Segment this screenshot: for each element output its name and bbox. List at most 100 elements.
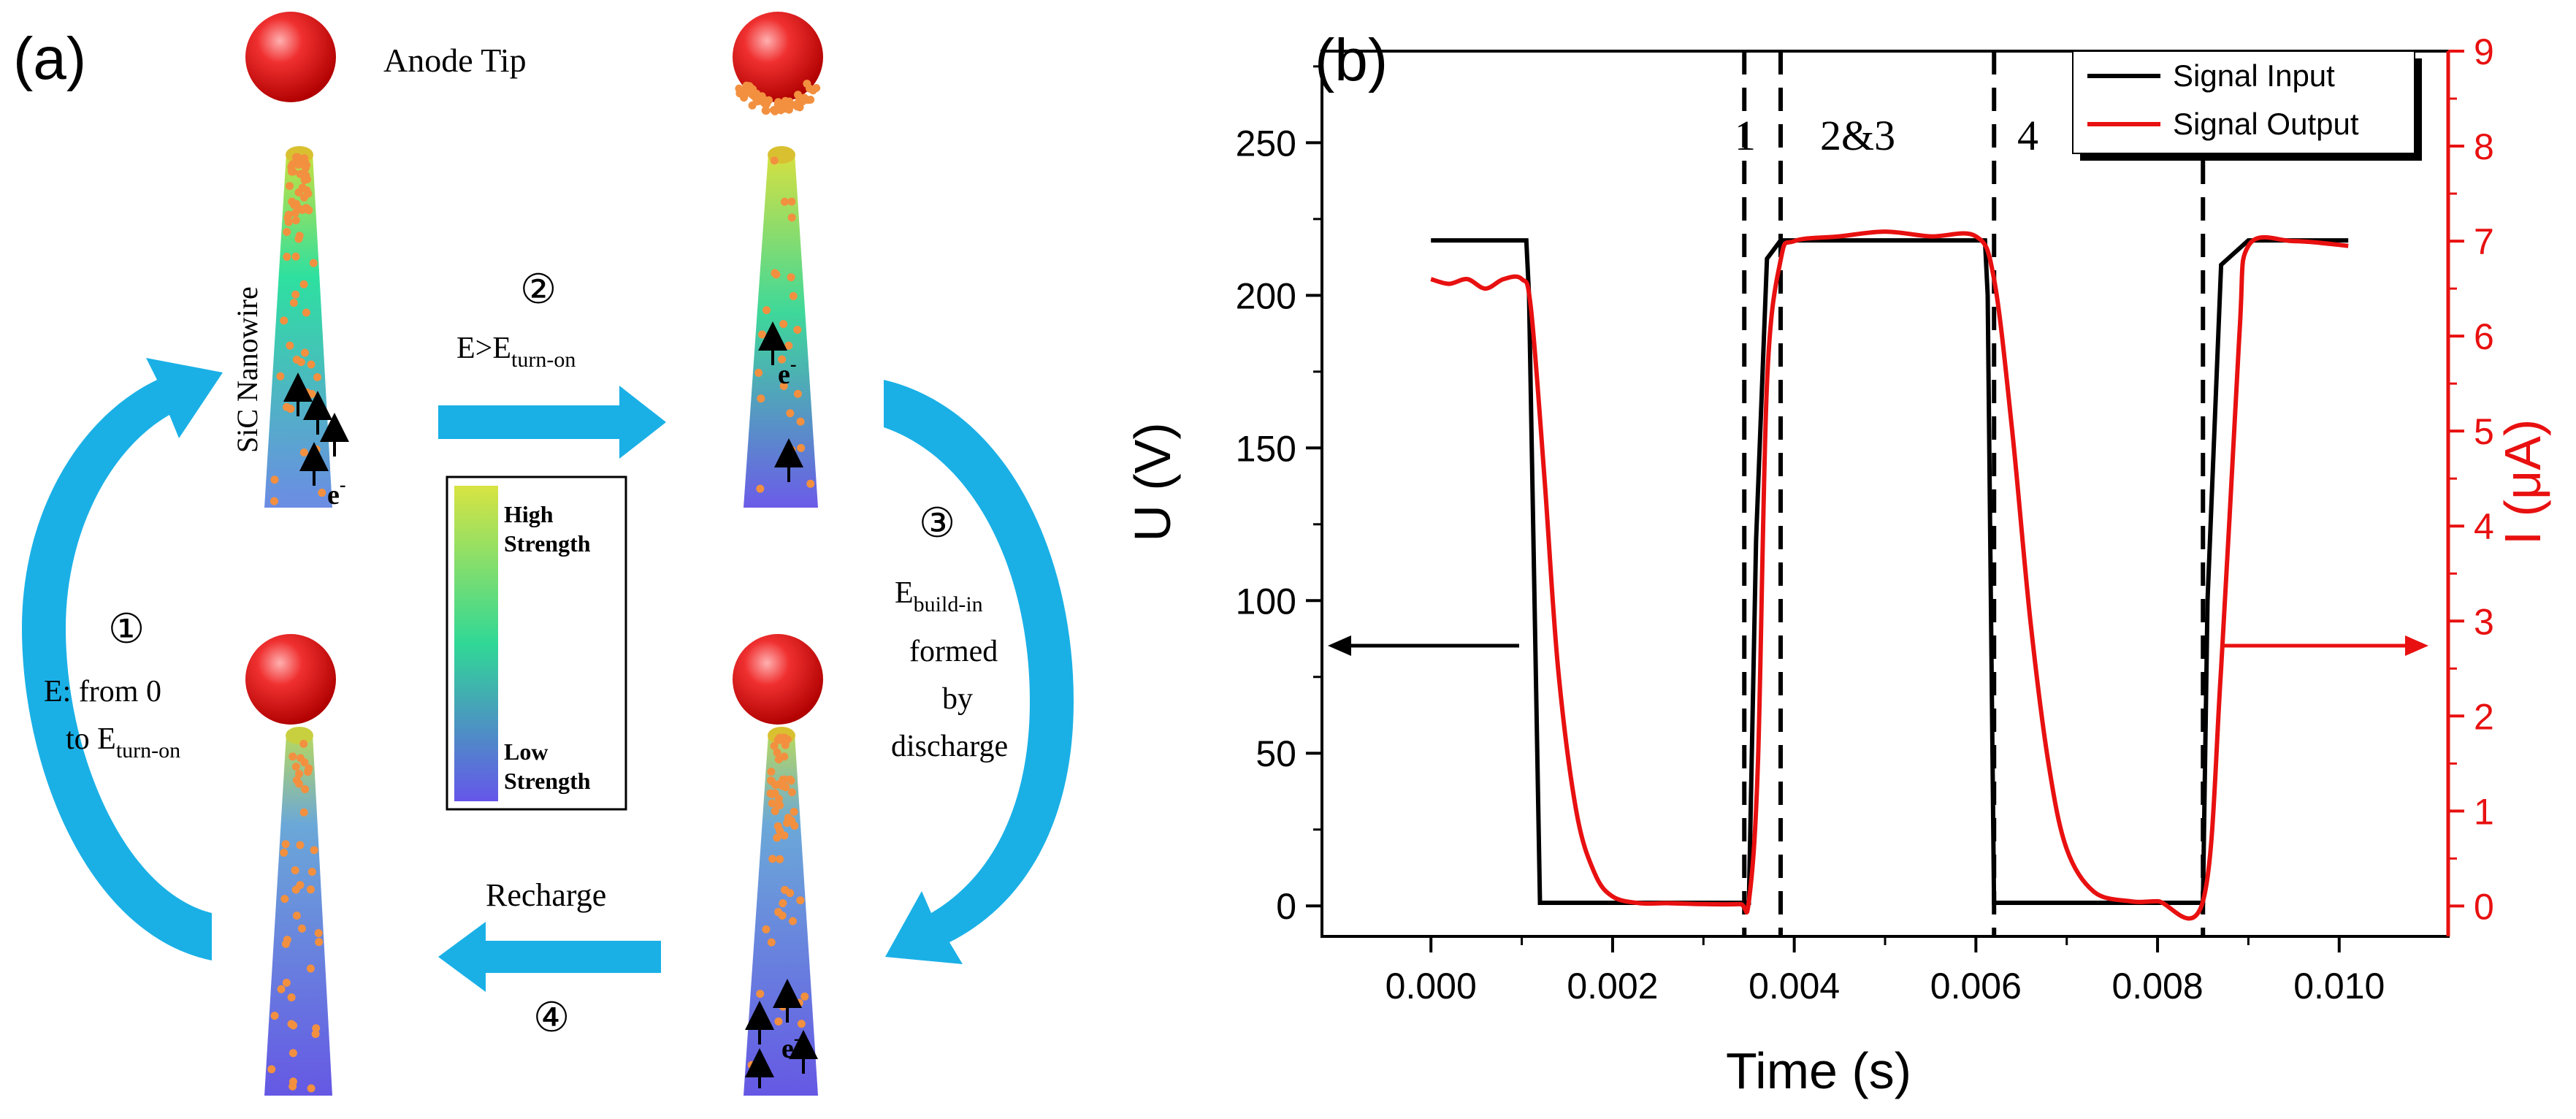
step-2: ② E>Eturn-on	[438, 267, 666, 459]
y-right-tick-label: 5	[2474, 411, 2494, 452]
panel-a: (a) Anode Tip SiC Nanowire e-	[13, 12, 1074, 1096]
electron-dot	[297, 924, 306, 933]
legend-label-input: Signal Input	[2173, 58, 2335, 93]
electron-dot	[306, 885, 315, 894]
electron-dot	[285, 182, 294, 191]
anode-sphere-4	[245, 634, 336, 725]
electron-arrows-1	[283, 373, 349, 486]
electron-dot	[288, 1082, 297, 1091]
electron-dot	[806, 479, 815, 488]
anode-sphere-2	[733, 12, 823, 102]
electron-dot	[276, 372, 285, 381]
emitted-dot	[760, 99, 769, 108]
x-tick-label: 0.002	[1567, 966, 1658, 1007]
electron-arrows-3	[745, 979, 818, 1088]
electron-dot	[292, 911, 301, 920]
electron-dot	[770, 156, 779, 165]
step-3-line-1: Ebuild-in	[895, 576, 983, 616]
emitted-dot	[749, 91, 758, 100]
y-right-axis-ticks: 0 1 2 3 4 5 6 7 8 9	[2446, 31, 2494, 936]
electron-dot	[291, 763, 300, 771]
electron-dot	[790, 821, 799, 830]
anode-sphere-3	[733, 634, 823, 725]
emitted-dot	[792, 102, 801, 111]
series-signal-input	[1431, 238, 2349, 905]
electron-dot	[270, 476, 279, 484]
step-3-line-2: formed	[909, 635, 998, 668]
electron-dot	[776, 801, 784, 809]
emitted-dot	[794, 91, 803, 99]
electron-dot	[787, 197, 796, 206]
electron-dot	[789, 917, 798, 925]
electron-dot	[291, 252, 300, 261]
electron-dot	[270, 497, 278, 505]
electron-dot	[784, 341, 793, 350]
y-tick-label: 150	[1236, 428, 1296, 469]
electron-dot	[767, 776, 776, 784]
electron-dot	[270, 1012, 279, 1020]
electron-dot	[774, 908, 783, 917]
series-signal-output	[1430, 229, 2349, 921]
electron-dot	[300, 758, 309, 767]
x-axis-ticks: 0.000 0.002 0.004 0.006 0.008 0.010	[1386, 936, 2385, 1007]
electron-dot	[771, 269, 779, 278]
nanowire-1: SiC Nanowire e-	[231, 146, 349, 511]
y-tick-label: 100	[1236, 581, 1296, 622]
electron-label-3: e-	[781, 1028, 800, 1064]
electron-dot	[291, 866, 299, 875]
electron-dot	[786, 889, 795, 898]
electron-dot	[768, 855, 777, 863]
electron-dot	[301, 164, 310, 172]
emitted-dot	[806, 96, 815, 104]
y-right-tick-label: 8	[2474, 126, 2494, 167]
electron-dot	[311, 1030, 320, 1039]
electron-dot	[267, 1065, 276, 1074]
electron-dot	[796, 417, 805, 426]
electron-dot	[296, 841, 305, 849]
electron-dot	[287, 167, 296, 176]
y-right-tick-label: 4	[2474, 506, 2494, 547]
electron-dot	[774, 1017, 783, 1026]
legend-low-2: Strength	[504, 768, 591, 794]
y-tick-label: 250	[1236, 123, 1296, 164]
electron-dot	[309, 259, 318, 267]
electron-dot	[778, 355, 787, 364]
electron-dot	[286, 341, 294, 350]
electron-dot	[756, 484, 765, 493]
electron-dot	[299, 808, 308, 817]
step-4-label: Recharge	[486, 877, 606, 913]
electron-dot	[781, 783, 790, 792]
electron-dot	[766, 789, 775, 798]
strength-legend: High Strength Low Strength	[446, 476, 627, 811]
emitted-dot	[742, 81, 751, 90]
electron-dot	[297, 358, 305, 367]
electron-dot	[299, 280, 308, 289]
electron-dot	[281, 939, 290, 948]
electron-dot	[779, 899, 787, 908]
right-axis-indicator	[2224, 635, 2428, 656]
nanowire-label: SiC Nanowire	[231, 286, 264, 453]
legend-box	[2072, 50, 2415, 154]
chart: 0.000 0.002 0.004 0.006 0.008 0.010 050100150…	[1124, 31, 2551, 1099]
electron-dot	[786, 409, 795, 418]
electron-dot	[796, 896, 805, 905]
electron-dot	[281, 840, 290, 849]
nanowire-3: e-	[744, 727, 818, 1096]
electron-dot	[291, 885, 300, 894]
emitted-dot	[796, 96, 805, 105]
electron-dot	[757, 394, 765, 403]
y-tick-label: 50	[1255, 733, 1296, 774]
electron-label-2: e-	[778, 354, 797, 390]
electron-dot	[768, 799, 776, 808]
electron-dot	[284, 218, 293, 226]
x-tick-label: 0.006	[1930, 966, 2022, 1007]
electron-dot	[773, 748, 781, 757]
electron-dot	[289, 299, 298, 308]
electron-dot	[780, 752, 789, 761]
x-tick-label: 0.008	[2112, 966, 2204, 1007]
electron-dot	[312, 1024, 321, 1033]
electron-dot	[286, 405, 295, 413]
step-4: Recharge ④	[438, 877, 661, 1041]
electron-dot	[305, 206, 313, 215]
